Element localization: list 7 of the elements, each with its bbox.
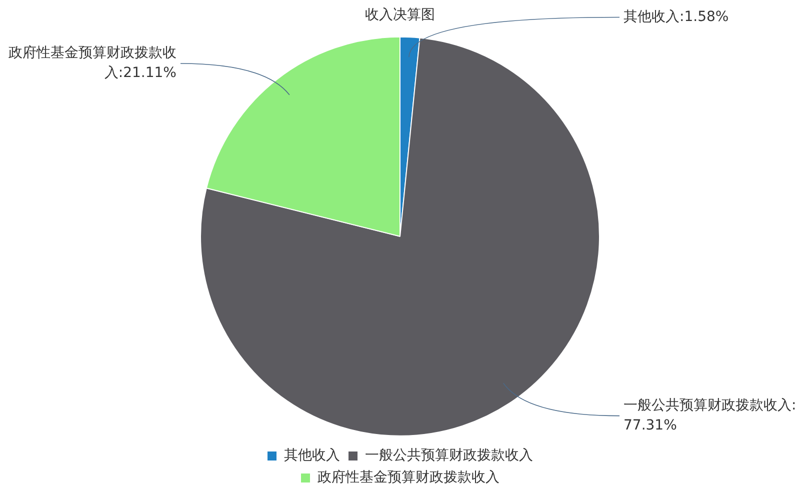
legend-label: 政府性基金预算财政拨款收入 (318, 470, 500, 486)
legend-label: 其他收入 (284, 448, 340, 464)
data-label: 政府性基金预算财政拨款收入:21.11% (8, 45, 176, 82)
chart-title: 收入决算图 (365, 7, 435, 24)
legend-label: 一般公共预算财政拨款收入 (365, 448, 533, 464)
data-label: 其他收入:1.58% (624, 8, 729, 25)
data-label: 一般公共预算财政拨款收入:77.31% (624, 397, 796, 434)
